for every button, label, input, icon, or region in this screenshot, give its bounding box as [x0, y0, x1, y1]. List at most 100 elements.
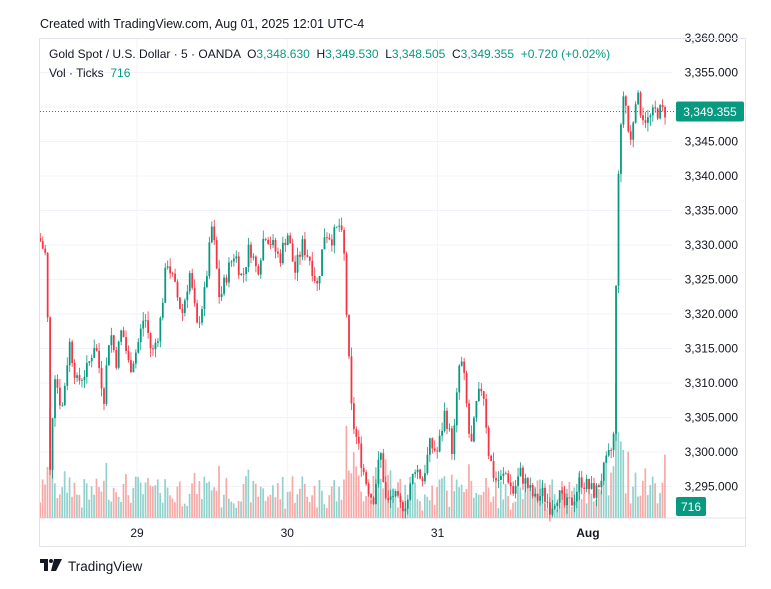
- candle-body: [343, 229, 346, 254]
- candle-body: [531, 484, 534, 497]
- volume-bar: [497, 508, 500, 518]
- volume-bar: [208, 481, 211, 518]
- volume-bar: [551, 479, 554, 518]
- candle-body: [468, 403, 470, 434]
- candle-body: [583, 487, 586, 489]
- candle-body: [326, 237, 328, 239]
- candle-body: [387, 498, 390, 500]
- volume-bar: [73, 482, 76, 518]
- volume-bar: [431, 485, 434, 518]
- volume-bar: [360, 491, 362, 518]
- volume-bar: [340, 499, 343, 518]
- volume-bar: [289, 491, 291, 518]
- candle-body: [112, 335, 115, 351]
- volume-bar: [367, 479, 370, 518]
- candle-body: [210, 226, 213, 243]
- volume-bar: [612, 466, 615, 518]
- x-tick-label: 31: [431, 526, 445, 540]
- volume-bar: [656, 503, 659, 518]
- candle-body: [59, 387, 61, 406]
- candle-body: [245, 267, 248, 274]
- volume-bar: [93, 494, 95, 518]
- candle-body: [139, 328, 142, 343]
- volume-bar: [316, 507, 318, 518]
- volume-bar: [460, 484, 463, 518]
- candle-body: [433, 448, 436, 451]
- volume-bar: [426, 496, 429, 518]
- volume-bar: [71, 496, 73, 518]
- candle-body: [286, 235, 289, 246]
- volume-bar: [458, 487, 460, 518]
- candle-body: [647, 117, 649, 123]
- candle-body: [83, 376, 86, 381]
- candle-body: [44, 248, 47, 253]
- candle-body: [291, 243, 294, 262]
- y-tick-label: 3,335.000: [685, 204, 739, 218]
- volume-bar: [245, 476, 247, 518]
- volume-label[interactable]: Vol · Ticks: [49, 66, 104, 80]
- candle-body: [610, 450, 613, 451]
- candle-body: [580, 477, 583, 488]
- volume-bar: [556, 509, 558, 518]
- volume-bar: [107, 499, 110, 518]
- x-tick-label: 29: [130, 526, 144, 540]
- volume-bar: [583, 493, 585, 518]
- candle-body: [284, 242, 287, 246]
- candle-body: [512, 486, 515, 494]
- candle-body: [318, 275, 321, 284]
- volume-bar: [80, 507, 83, 518]
- candle-body: [526, 478, 529, 488]
- volume-bar: [311, 495, 313, 518]
- volume-bar: [156, 479, 159, 518]
- candle-body: [421, 478, 424, 482]
- candle-body: [389, 496, 392, 500]
- volume-bar: [210, 490, 213, 518]
- candle-body: [264, 238, 267, 240]
- volume-bar: [127, 495, 130, 518]
- candle-body: [490, 455, 493, 462]
- volume-bar: [220, 507, 223, 518]
- volume-bar: [176, 486, 179, 518]
- candle-body: [120, 330, 123, 342]
- volume-bar: [411, 486, 414, 518]
- volume-bar: [379, 478, 382, 518]
- candle-body: [161, 302, 164, 318]
- volume-bar: [514, 501, 517, 518]
- candle-body: [593, 483, 595, 498]
- volume-bar: [600, 490, 603, 518]
- candle-body: [215, 240, 218, 269]
- candle-body: [419, 469, 421, 479]
- candle-body: [573, 501, 576, 506]
- candle-body: [46, 252, 49, 318]
- volume-bar: [659, 492, 661, 518]
- candle-body: [328, 237, 331, 240]
- candle-body: [255, 256, 257, 267]
- volume-bar: [495, 479, 497, 518]
- volume-bar: [512, 502, 514, 518]
- candle-body: [414, 472, 417, 474]
- candle-body: [206, 276, 208, 288]
- candle-body: [88, 361, 91, 363]
- volume-bar: [362, 501, 365, 518]
- volume-bar: [642, 480, 644, 518]
- candle-body: [232, 258, 235, 262]
- candle-body: [536, 493, 539, 501]
- volume-bar: [95, 478, 98, 518]
- candle-body: [159, 317, 162, 342]
- candle-body: [534, 493, 537, 497]
- candle-body: [622, 96, 625, 125]
- volume-bar: [499, 481, 502, 518]
- candle-body: [556, 502, 559, 507]
- symbol-label[interactable]: Gold Spot / U.S. Dollar · 5 · OANDA: [49, 47, 241, 61]
- candle-body: [174, 273, 176, 282]
- volume-bar: [610, 472, 612, 518]
- candle-body: [465, 372, 468, 404]
- candle-body: [122, 330, 125, 338]
- low-label: L: [385, 47, 392, 61]
- volume-bar: [83, 479, 86, 518]
- candle-body: [350, 356, 353, 404]
- volume-bar: [507, 496, 509, 518]
- volume-bar: [632, 486, 634, 518]
- volume-bar: [188, 493, 191, 518]
